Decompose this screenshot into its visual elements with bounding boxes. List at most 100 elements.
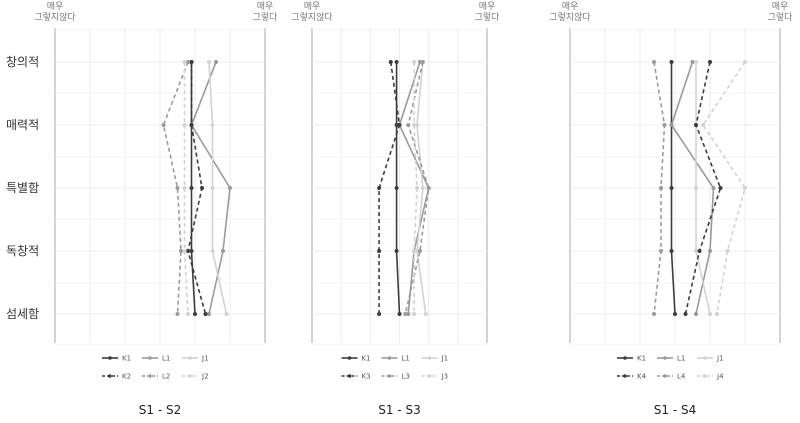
series-line-l2 bbox=[162, 61, 189, 315]
data-point bbox=[701, 123, 705, 127]
data-point bbox=[186, 249, 190, 253]
data-point bbox=[669, 123, 674, 127]
legend-marker bbox=[347, 356, 352, 360]
data-point bbox=[186, 312, 190, 316]
category-label: 특별함 bbox=[6, 181, 39, 195]
data-point bbox=[175, 186, 180, 190]
data-point bbox=[193, 312, 197, 316]
data-point bbox=[182, 60, 187, 64]
legend-marker bbox=[663, 356, 667, 360]
data-point bbox=[394, 186, 399, 190]
data-point bbox=[210, 186, 215, 190]
category-label: 섬세함 bbox=[6, 307, 39, 321]
legend-label: K4 bbox=[637, 373, 647, 381]
data-point bbox=[420, 60, 425, 64]
data-point bbox=[189, 60, 194, 64]
data-point bbox=[214, 60, 218, 64]
data-point bbox=[207, 312, 211, 316]
data-point bbox=[415, 249, 419, 253]
legend-marker bbox=[387, 356, 392, 360]
right-extreme-label: 매우 bbox=[479, 1, 496, 12]
data-point bbox=[417, 60, 422, 64]
data-point bbox=[412, 123, 417, 127]
data-point bbox=[423, 312, 428, 316]
data-point bbox=[669, 249, 674, 253]
category-label: 독창적 bbox=[6, 244, 39, 258]
series-line-j4 bbox=[702, 61, 746, 315]
data-point bbox=[397, 123, 402, 127]
left-extreme-label: 그렇지않다 bbox=[291, 12, 333, 23]
left-extreme-label: 그렇지않다 bbox=[549, 12, 591, 23]
data-point bbox=[694, 123, 698, 127]
legend-marker bbox=[623, 356, 627, 360]
legend-label: L1 bbox=[677, 355, 685, 363]
right-extreme-label: 그렇다 bbox=[768, 12, 794, 23]
legend-marker bbox=[188, 356, 192, 360]
data-point bbox=[708, 312, 712, 316]
data-point bbox=[189, 249, 194, 253]
data-point bbox=[652, 60, 656, 64]
data-point bbox=[221, 249, 225, 253]
data-point bbox=[182, 249, 187, 253]
legend-label: J1 bbox=[441, 355, 449, 363]
data-point bbox=[415, 186, 419, 190]
data-point bbox=[224, 312, 229, 316]
legend-marker bbox=[703, 374, 707, 378]
legend-marker bbox=[703, 356, 707, 360]
data-point bbox=[377, 186, 382, 190]
legend-marker bbox=[108, 374, 112, 378]
data-point bbox=[708, 60, 712, 64]
left-extreme-label: 그렇지않다 bbox=[34, 12, 76, 23]
legend-marker bbox=[148, 356, 152, 360]
data-point bbox=[420, 186, 425, 190]
data-point bbox=[417, 249, 422, 253]
data-point bbox=[394, 123, 399, 127]
series-line-k4 bbox=[684, 61, 722, 315]
legend-marker bbox=[427, 374, 432, 378]
data-point bbox=[182, 186, 187, 190]
category-label: 매력적 bbox=[6, 118, 39, 132]
right-extreme-label: 매우 bbox=[772, 1, 789, 12]
legend-marker bbox=[663, 374, 667, 378]
data-point bbox=[659, 249, 663, 253]
legend-marker bbox=[623, 374, 627, 378]
data-point bbox=[694, 249, 698, 253]
legend: K1 L1 J1 K4 L4 J4 bbox=[617, 355, 724, 381]
data-point bbox=[669, 60, 674, 64]
data-point bbox=[210, 249, 215, 253]
data-point bbox=[189, 186, 194, 190]
series-line-l3 bbox=[404, 61, 430, 315]
data-point bbox=[415, 123, 419, 127]
data-point bbox=[189, 123, 194, 127]
data-point bbox=[662, 123, 667, 127]
right-extreme-label: 매우 bbox=[257, 1, 274, 12]
data-point bbox=[207, 60, 211, 64]
legend-label: L4 bbox=[677, 373, 686, 381]
data-point bbox=[659, 186, 663, 190]
data-point bbox=[694, 312, 698, 316]
legend: K1 L1 J1 K2 L2 J2 bbox=[102, 355, 209, 381]
legend-label: L1 bbox=[402, 355, 410, 363]
data-point bbox=[397, 312, 402, 316]
panel-caption: S1 - S2 bbox=[139, 403, 181, 417]
legend-label: L2 bbox=[162, 373, 170, 381]
data-point bbox=[708, 249, 712, 253]
data-point bbox=[743, 60, 747, 64]
legend-label: K3 bbox=[362, 373, 371, 381]
legend-marker bbox=[108, 356, 112, 360]
data-point bbox=[690, 60, 695, 64]
legend-label: K1 bbox=[122, 355, 131, 363]
legend-label: L3 bbox=[402, 373, 410, 381]
data-point bbox=[406, 312, 411, 316]
left-extreme-label: 매우 bbox=[304, 1, 321, 12]
legend-label: J1 bbox=[716, 355, 724, 363]
legend-label: J3 bbox=[441, 373, 449, 381]
data-point bbox=[715, 312, 719, 316]
data-point bbox=[718, 186, 723, 190]
data-point bbox=[179, 249, 183, 253]
data-point bbox=[186, 60, 190, 64]
left-extreme-label: 매우 bbox=[47, 1, 64, 12]
